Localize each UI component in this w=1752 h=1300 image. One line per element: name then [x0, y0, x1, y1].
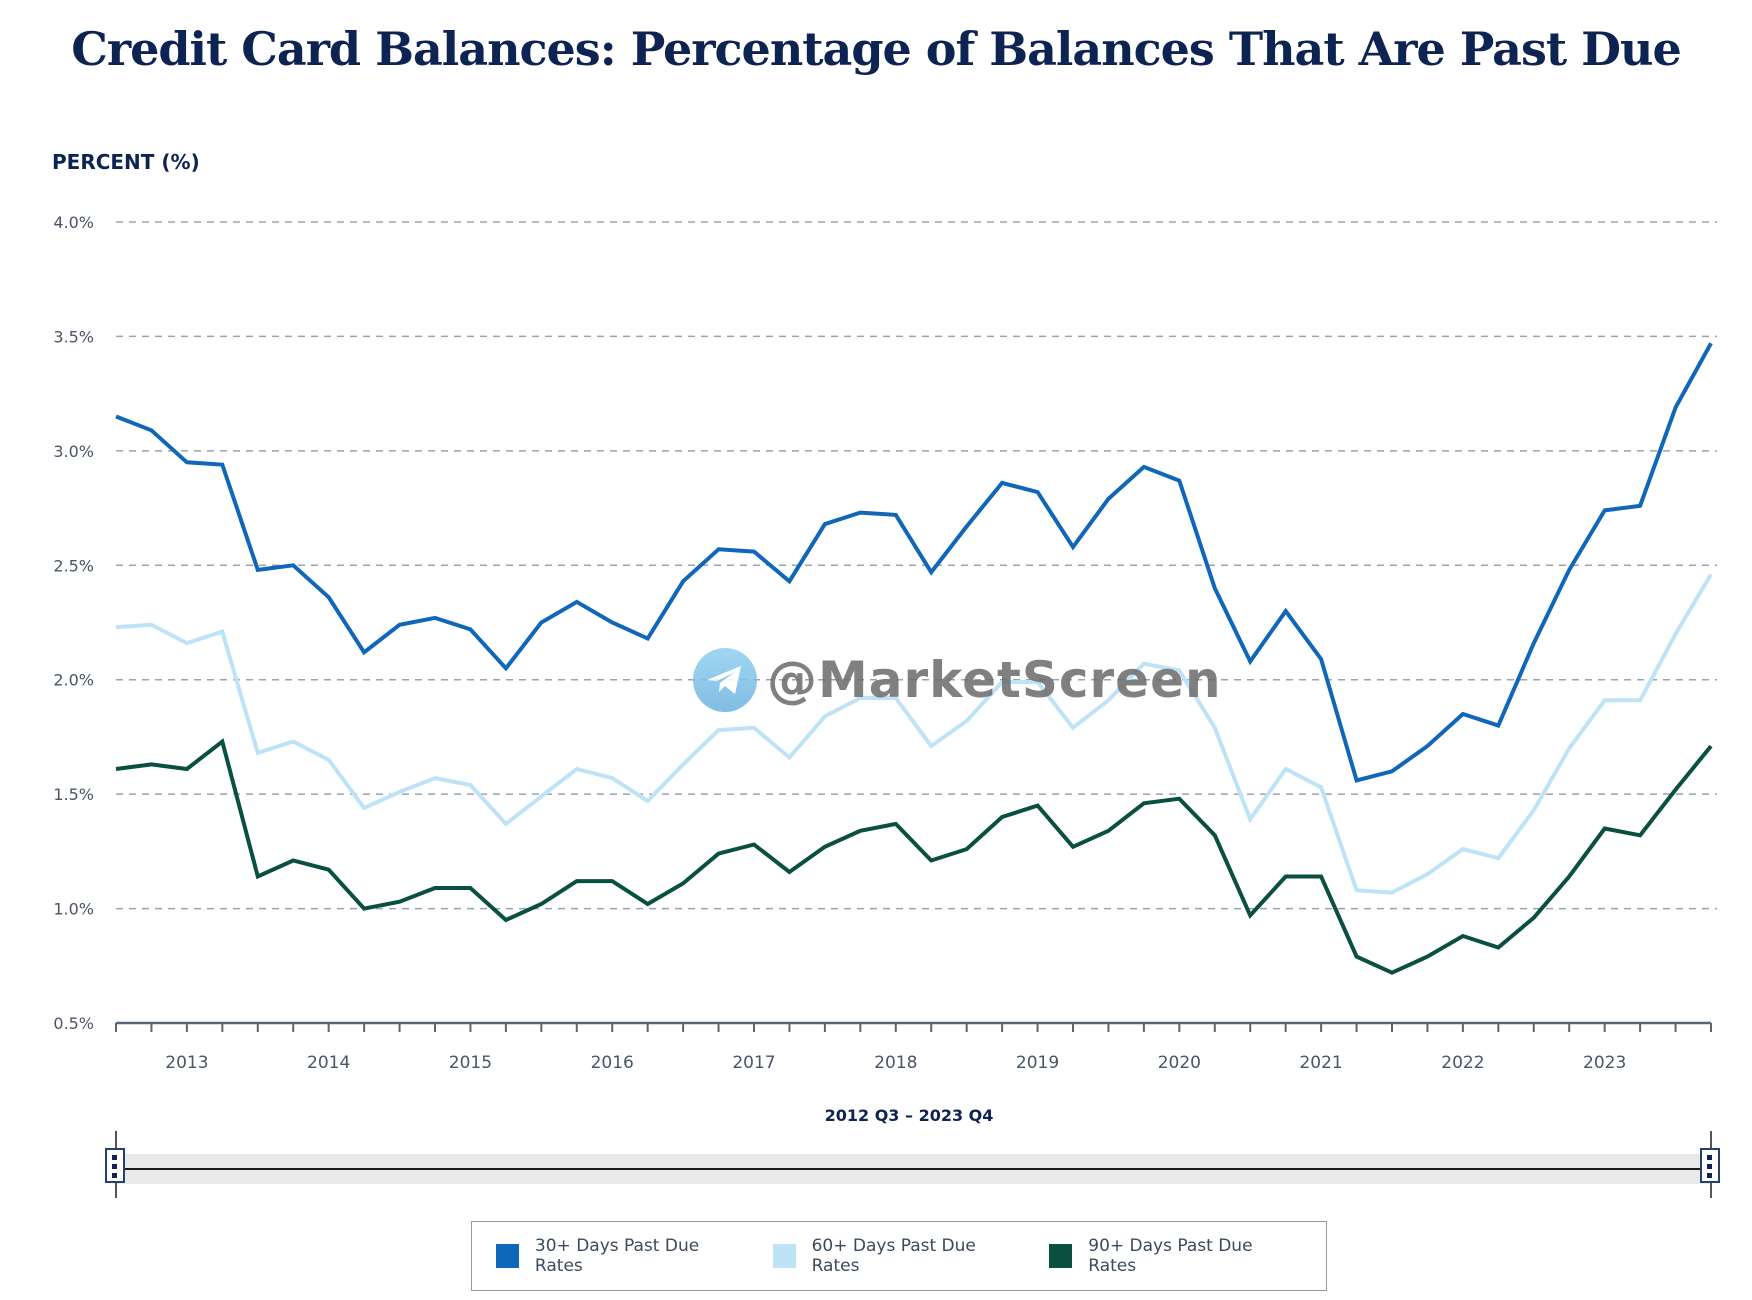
series-lines — [115, 342, 1713, 975]
y-tick-label: 1.0% — [53, 900, 94, 919]
y-tick-label: 4.0% — [53, 213, 94, 232]
x-tick-label: 2021 — [1299, 1053, 1342, 1073]
legend-item-90-days[interactable]: 90+ Days Past Due Rates — [1049, 1236, 1296, 1276]
x-tick-label: 2016 — [591, 1053, 634, 1073]
legend-swatch-60-days — [772, 1244, 796, 1268]
legend-label: 90+ Days Past Due Rates — [1088, 1236, 1253, 1276]
date-range-label: 2012 Q3 – 2023 Q4 — [824, 1106, 994, 1125]
y-tick-label: 1.5% — [53, 785, 94, 804]
legend-swatch-90-days — [1049, 1244, 1073, 1268]
x-tick-label: 2015 — [449, 1053, 492, 1073]
x-tick-label: 2019 — [1016, 1053, 1059, 1073]
y-tick-label: 2.0% — [53, 671, 94, 690]
series-line-90-days — [115, 738, 1713, 975]
legend-label: 60+ Days Past Due Rates — [811, 1236, 976, 1276]
legend-item-60-days[interactable]: 60+ Days Past Due Rates — [772, 1236, 1020, 1276]
x-tick-label: 2017 — [732, 1053, 775, 1073]
x-tick-label: 2018 — [874, 1053, 917, 1073]
x-tick-label: 2020 — [1158, 1053, 1201, 1073]
x-tick-label: 2022 — [1441, 1053, 1484, 1073]
x-axis: 2013 2014 2015 2016 2017 2018 2019 2020 2021 2022… — [115, 1021, 1712, 1073]
x-tick-label: 2014 — [307, 1053, 350, 1073]
y-tick-label: 0.5% — [53, 1014, 94, 1033]
y-tick-label: 3.0% — [53, 442, 94, 461]
range-slider[interactable] — [105, 1131, 1720, 1198]
telegram-icon — [693, 648, 757, 712]
legend: 30+ Days Past Due Rates 60+ Days Past Du… — [471, 1221, 1327, 1291]
y-tick-label: 2.5% — [53, 556, 94, 575]
slider-handle-left[interactable] — [105, 1131, 125, 1198]
grid-lines — [116, 221, 1717, 910]
watermark: @MarketScreen — [693, 648, 1222, 712]
legend-label: 30+ Days Past Due Rates — [534, 1236, 700, 1276]
y-tick-label: 3.5% — [53, 327, 94, 346]
y-tick-labels: 4.0% 3.5% 3.0% 2.5% 2.0% 1.5% 1.0% 0.5% — [53, 213, 94, 1033]
slider-handle-right[interactable] — [1700, 1131, 1720, 1198]
y-axis-label: PERCENT (%) — [52, 150, 200, 174]
legend-swatch-30-days — [496, 1244, 519, 1268]
x-tick-label: 2023 — [1583, 1053, 1626, 1073]
series-line-60-days — [115, 573, 1713, 895]
x-tick-label: 2013 — [165, 1053, 208, 1073]
chart-title: Credit Card Balances: Percentage of Bala… — [71, 22, 1681, 76]
watermark-text: @MarketScreen — [767, 651, 1222, 709]
series-line-30-days — [115, 342, 1713, 783]
legend-item-30-days[interactable]: 30+ Days Past Due Rates — [496, 1236, 743, 1276]
